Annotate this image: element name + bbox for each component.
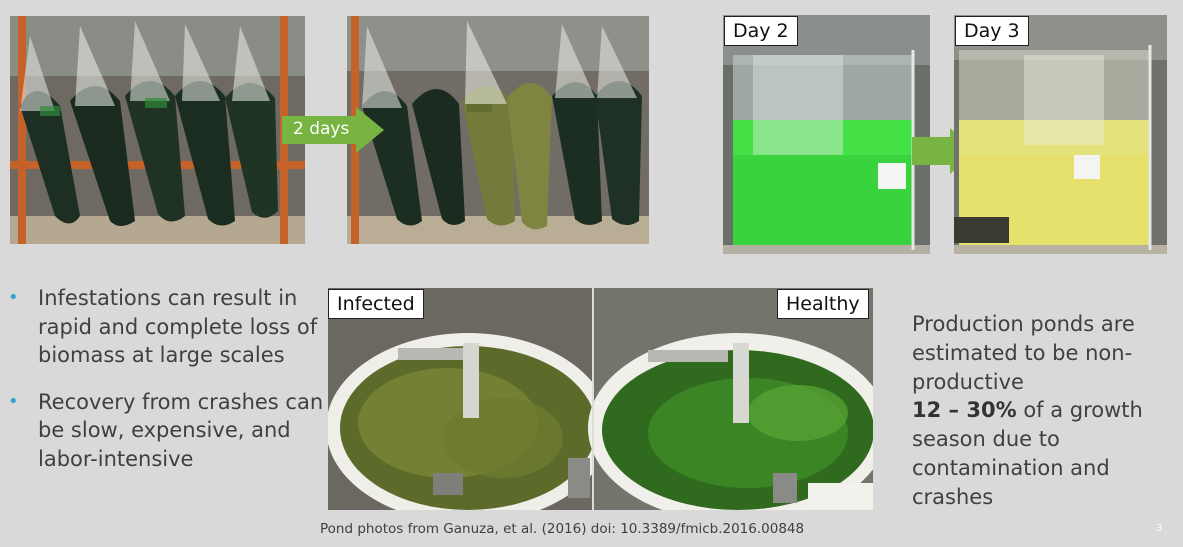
arrow-2-days <box>282 107 384 153</box>
photo-tank-day2 <box>723 15 930 254</box>
bullet-item: • Infestations can result in rapid and c… <box>8 284 328 370</box>
label-healthy: Healthy <box>777 289 869 319</box>
photo-bags-after <box>347 16 649 244</box>
photo-ponds <box>328 288 873 510</box>
photo-tank-day3 <box>954 15 1167 254</box>
label-day2: Day 2 <box>724 16 798 46</box>
label-infected: Infected <box>328 289 424 319</box>
production-line2: of a growth season due to contamination … <box>912 398 1143 509</box>
bullet-text: Infestations can result in rapid and com… <box>38 286 318 367</box>
label-day3: Day 3 <box>955 16 1029 46</box>
arrow-2-days-label: 2 days <box>293 119 350 139</box>
page-number: 3 <box>1156 523 1163 534</box>
production-line1: Production ponds are estimated to be non… <box>912 312 1135 394</box>
production-highlight: 12 – 30% <box>912 398 1017 423</box>
photo-bags-before <box>10 16 305 244</box>
production-ponds-text: Production ponds are estimated to be non… <box>912 310 1172 512</box>
citation: Pond photos from Ganuza, et al. (2016) d… <box>320 521 805 537</box>
bullet-text: Recovery from crashes can be slow, expen… <box>38 389 324 471</box>
bullet-dot-icon: • <box>8 390 19 412</box>
bullet-list: • Infestations can result in rapid and c… <box>8 284 328 473</box>
bullet-dot-icon: • <box>8 287 19 308</box>
bullet-item: • Recovery from crashes can be slow, exp… <box>8 388 328 474</box>
